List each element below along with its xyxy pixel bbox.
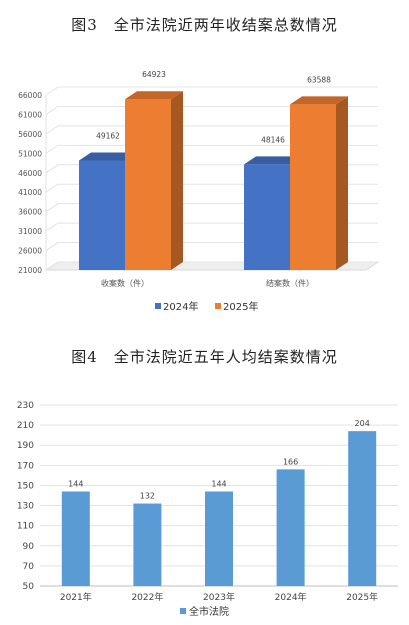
chart1-bar-top [125, 91, 183, 100]
chart2-category-label: 2022年 [131, 591, 163, 603]
chart2-y-tick-label: 210 [17, 421, 34, 431]
chart1-gridline [45, 86, 378, 96]
chart1-category-label: 结案数（件） [266, 278, 314, 288]
chart1-data-label: 49162 [96, 131, 120, 140]
chart2-legend-swatch [180, 608, 186, 614]
chart1-bar-side [171, 91, 183, 271]
chart1-gridline [45, 144, 378, 154]
chart1-bar-top [79, 152, 137, 161]
chart1-gridline [45, 125, 378, 135]
chart1-y-tick-label: 41000 [18, 188, 42, 197]
chart2-y-tick-label: 110 [17, 522, 34, 532]
chart2-data-label: 132 [140, 492, 155, 501]
chart2-category-label: 2023年 [203, 591, 235, 603]
chart1-bar [79, 160, 125, 270]
chart2-category-label: 2025年 [346, 591, 378, 603]
chart2-y-tick-label: 50 [23, 582, 35, 592]
chart2-y-tick-label: 130 [17, 502, 34, 512]
chart2-y-tick-label: 150 [17, 481, 34, 491]
chart1-legend-label: 2024年 [163, 300, 198, 313]
chart1-y-tick-label: 66000 [18, 91, 42, 100]
chart1-gridline [45, 105, 378, 115]
chart2-y-tick-label: 70 [23, 562, 35, 572]
chart2-bar [276, 469, 305, 586]
chart1-legend-label: 2025年 [223, 300, 258, 313]
chart2-legend-label: 全市法院 [189, 605, 229, 618]
chart1-title: 图3 全市法院近两年收结案总数情况 [71, 16, 338, 34]
chart1-y-tick-label: 46000 [18, 169, 42, 178]
chart2-data-label: 204 [355, 419, 370, 428]
chart1-legend-swatch [155, 303, 161, 309]
chart1-y-tick-label: 31000 [18, 227, 42, 236]
chart1-data-label: 63588 [307, 75, 331, 84]
chart1-y-tick-label: 61000 [18, 110, 42, 119]
chart2-bar [348, 431, 377, 586]
chart1-bar [290, 104, 336, 270]
chart2-y-tick-label: 230 [17, 401, 34, 411]
chart1-category-label: 收案数（件） [101, 278, 149, 288]
chart2-y-tick-label: 90 [23, 542, 35, 552]
chart2-data-label: 144 [68, 479, 83, 488]
chart2-bar [205, 491, 233, 586]
chart1-data-label: 64923 [142, 70, 166, 79]
chart1-bar-top [290, 96, 348, 105]
chart2-category-label: 2024年 [275, 591, 307, 603]
chart1-y-tick-label: 51000 [18, 149, 42, 158]
chart2-bar [133, 503, 162, 586]
chart1-y-tick-label: 26000 [18, 247, 42, 256]
chart2-bar [61, 491, 90, 586]
chart1-bar-top [244, 156, 302, 165]
chart2-title: 图4 全市法院近五年人均结案数情况 [71, 348, 338, 366]
chart2-data-label: 166 [283, 457, 298, 466]
chart2-y-tick-label: 170 [17, 461, 34, 471]
chart1-y-tick-label: 36000 [18, 208, 42, 217]
chart2-y-tick-label: 190 [17, 441, 34, 451]
chart1-y-tick-label: 21000 [18, 266, 42, 275]
chart2-data-label: 144 [211, 479, 226, 488]
chart1-bar-side [336, 96, 348, 270]
chart1-bar [125, 99, 171, 271]
chart2-category-label: 2021年 [60, 591, 92, 603]
chart1-3d-column-chart: 21000 26000 31000 36000 41000 46000 51000 56000… [18, 70, 380, 313]
chart1-y-tick-label: 56000 [18, 130, 42, 139]
chart1-data-label: 48146 [261, 135, 285, 144]
chart1-legend-swatch [215, 303, 221, 309]
chart1-bar [244, 164, 290, 270]
chart2-bar-chart: 50 70 90 110 130 150 170 190 210 230 144 132 144 166… [17, 401, 398, 618]
